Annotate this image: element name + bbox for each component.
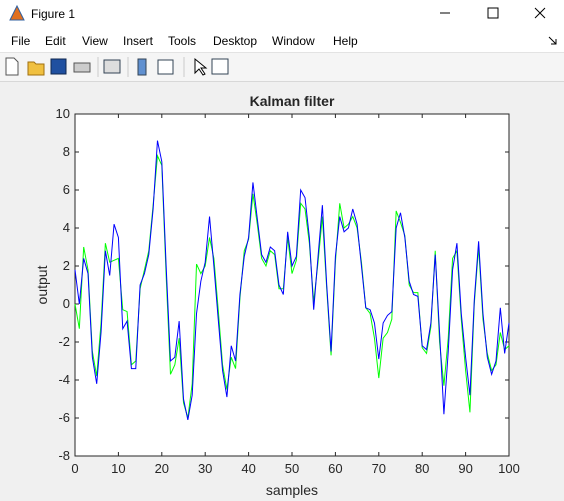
x-tick-label: 90 bbox=[458, 461, 472, 476]
title-bar: Figure 1 bbox=[0, 0, 564, 28]
menu-item[interactable]: Tools bbox=[168, 34, 197, 48]
x-tick-label: 20 bbox=[155, 461, 169, 476]
toolbar-icons bbox=[5, 57, 229, 77]
y-tick-label: -4 bbox=[58, 372, 70, 387]
property-icon[interactable] bbox=[211, 58, 229, 75]
close-button[interactable] bbox=[534, 7, 546, 19]
link-icon[interactable] bbox=[103, 59, 121, 74]
x-tick-label: 0 bbox=[71, 461, 78, 476]
new-icon[interactable] bbox=[5, 57, 19, 76]
x-tick-label: 40 bbox=[241, 461, 255, 476]
x-tick-label: 70 bbox=[372, 461, 386, 476]
legend-icon[interactable] bbox=[157, 59, 174, 75]
dock-arrow[interactable] bbox=[548, 36, 558, 46]
colorbar-icon[interactable] bbox=[137, 58, 147, 76]
y-tick-label: 8 bbox=[63, 144, 70, 159]
print-icon[interactable] bbox=[73, 62, 91, 73]
open-icon[interactable] bbox=[27, 61, 45, 76]
x-axis-label: samples bbox=[266, 482, 318, 498]
menu-item[interactable]: View bbox=[82, 34, 108, 48]
y-tick-label: 0 bbox=[63, 296, 70, 311]
x-tick-label: 80 bbox=[415, 461, 429, 476]
y-tick-label: -2 bbox=[58, 334, 70, 349]
y-tick-label: 6 bbox=[63, 182, 70, 197]
menu-item[interactable]: Edit bbox=[45, 34, 66, 48]
y-tick-label: 10 bbox=[56, 106, 70, 121]
save-icon[interactable] bbox=[50, 58, 67, 75]
chart-title: Kalman filter bbox=[250, 93, 335, 109]
y-tick-label: 2 bbox=[63, 258, 70, 273]
app-icon bbox=[9, 4, 25, 21]
x-tick-label: 60 bbox=[328, 461, 342, 476]
y-axis-label: output bbox=[34, 265, 50, 304]
figure: Kalman filter samples output -8 -6 -4 -2 0 2 4… bbox=[34, 93, 520, 498]
menu-item[interactable]: Window bbox=[272, 34, 315, 48]
x-tick-label: 30 bbox=[198, 461, 212, 476]
x-tick-label: 100 bbox=[498, 461, 520, 476]
menu-item[interactable]: File bbox=[11, 34, 31, 48]
menu-item[interactable]: Desktop bbox=[213, 34, 258, 48]
toolbar bbox=[0, 53, 564, 82]
title-bar-icons bbox=[9, 4, 546, 21]
x-tick-label: 50 bbox=[285, 461, 299, 476]
y-tick-label: -8 bbox=[58, 448, 70, 463]
menu-item[interactable]: Insert bbox=[123, 34, 154, 48]
pointer-icon[interactable] bbox=[194, 57, 208, 76]
menu-bar: File Edit View Insert Tools Desktop Wind… bbox=[0, 28, 564, 53]
menu-item[interactable]: Help bbox=[333, 34, 358, 48]
maximize-button[interactable] bbox=[487, 7, 499, 19]
window-title: Figure 1 bbox=[31, 7, 76, 21]
series-line bbox=[74, 140, 510, 421]
x-tick-label: 10 bbox=[111, 461, 125, 476]
y-tick-label: 4 bbox=[63, 220, 70, 235]
y-tick-label: -6 bbox=[58, 410, 70, 425]
